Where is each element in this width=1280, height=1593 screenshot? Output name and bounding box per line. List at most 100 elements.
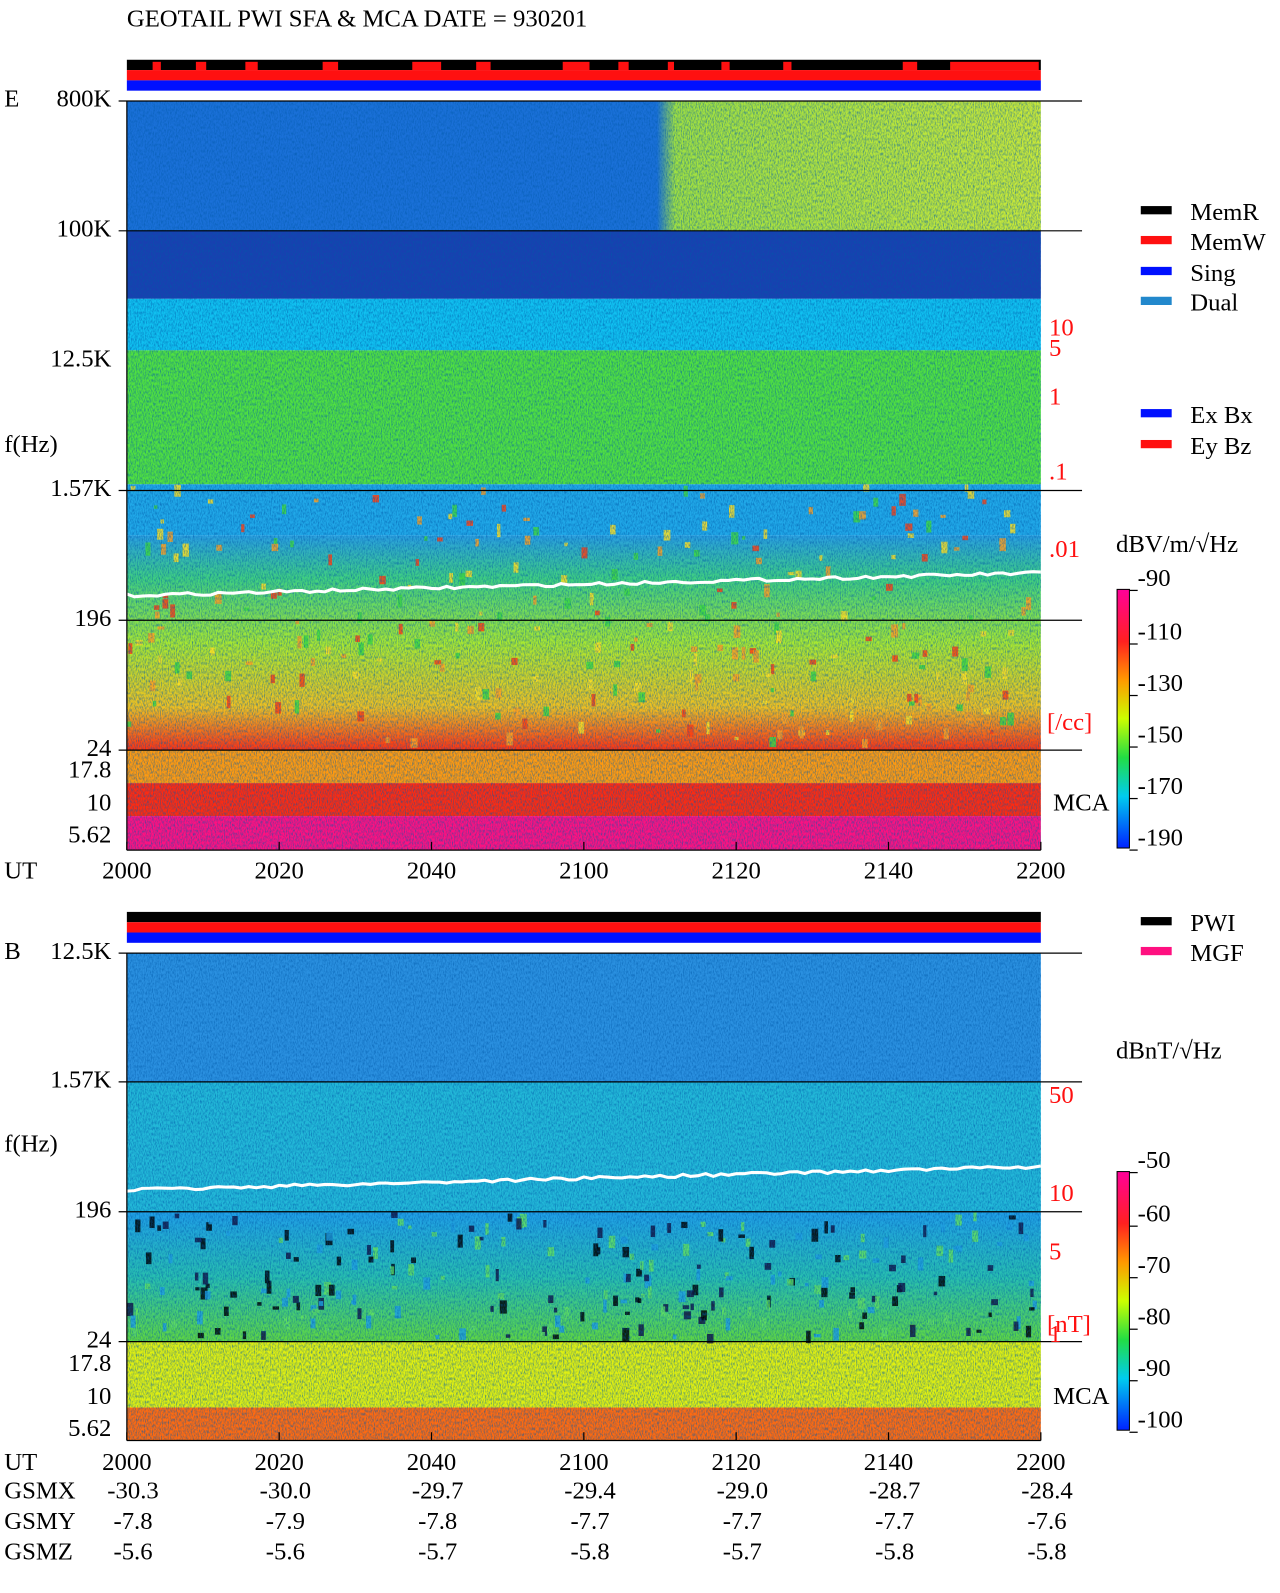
legend-label: Ey Bz [1190,433,1251,460]
orbit-value: -30.3 [107,1478,159,1505]
orbit-value: -7.6 [1027,1508,1066,1535]
freq-tick-label: 5.62 [68,1415,111,1442]
colorbar-tick-label: -80 [1138,1304,1171,1331]
orbit-value: -7.8 [418,1508,457,1535]
orbit-value: -5.8 [875,1539,914,1566]
density-tick-label: 1 [1049,1321,1061,1348]
legend-label: MGF [1190,940,1244,967]
density-tick-label: 10 [1049,1180,1074,1207]
freq-tick-label: 196 [74,1196,111,1223]
mca-label: MCA [1053,1383,1109,1410]
freq-tick-label: 24 [87,1326,112,1353]
time-tick-label: 2020 [254,1449,303,1476]
time-axis-label: UT [4,1449,37,1476]
legend-swatch [1140,235,1172,245]
freq-tick-label: 800K [56,86,111,113]
status-block [476,61,491,71]
orbit-value: -7.7 [875,1508,914,1535]
status-block [902,61,918,71]
freq-tick-label: 10 [87,1383,112,1410]
orbit-value: -29.4 [564,1478,616,1505]
legend-label: PWI [1190,910,1235,937]
colorbar-tick-label: -170 [1138,773,1183,800]
freq-tick-label: 24 [87,735,112,762]
time-tick-label: 2100 [559,1449,608,1476]
orbit-value: -29.0 [717,1478,768,1505]
colorbar-tick-label: -90 [1138,1355,1171,1382]
orbit-label: GSMZ [4,1539,73,1566]
time-tick-label: 2140 [864,857,913,884]
freq-tick-label: 12.5K [50,938,111,965]
plots: Ef(Hz)800K100K12.5K1.57K1962417.8105.621… [4,59,1266,1566]
colorbar-unit: dBV/m/√Hz [1116,531,1238,558]
freq-tick-label: 5.62 [68,821,111,848]
status-block [783,61,792,71]
density-tick-label: 1 [1049,383,1061,410]
freq-tick-label: 12.5K [50,345,111,372]
colorbar-tick-label: -110 [1138,618,1182,645]
orbit-value: -30.0 [260,1478,312,1505]
freq-tick-label: 196 [74,605,111,632]
noise [126,100,1041,851]
orbit-value: -7.9 [266,1508,305,1535]
y-axis-label: f(Hz) [4,431,58,458]
time-tick-label: 2040 [407,1449,456,1476]
legend-swatch [1140,206,1172,215]
density-line [126,1164,1042,1193]
time-tick-label: 2200 [1016,857,1065,884]
colorbar [1116,1171,1130,1431]
legend-label: MemW [1190,229,1266,256]
colorbar-tick-label: -100 [1138,1407,1183,1434]
freq-tick-label: 1.57K [50,1067,111,1094]
title: GEOTAIL PWI SFA & MCA DATE = 930201 [127,5,587,32]
time-tick-label: 2000 [102,857,151,884]
colorbar-tick-label: -190 [1138,824,1183,851]
legend-label: Sing [1190,260,1235,287]
legend-swatch [1140,439,1172,449]
legend-swatch [1140,266,1172,276]
colorbar-tick-label: -150 [1138,721,1183,748]
orbit-value: -28.7 [869,1478,921,1505]
panel-label: E [4,86,19,113]
time-tick-label: 2200 [1016,1449,1065,1476]
colorbar-tick-label: -130 [1138,670,1183,697]
density-tick-label: 10 [1049,314,1074,341]
freq-tick-label: 10 [87,789,112,816]
density-unit: [/cc] [1047,709,1092,736]
status-block [152,61,161,71]
status-bar [126,70,1041,81]
orbit-label: GSMX [4,1478,76,1505]
colorbar-tick-label: -60 [1138,1201,1171,1228]
legend-swatch [1140,946,1172,956]
density-tick-label: 5 [1049,1239,1061,1266]
orbit-label: GSMY [4,1508,76,1535]
time-tick-label: 2100 [559,857,608,884]
colorbar [1116,588,1130,849]
colorbar-tick-label: -90 [1138,565,1171,592]
orbit-value: -7.8 [113,1508,152,1535]
time-axis-label: UT [4,857,37,884]
density-line [126,570,1041,599]
status-bar [126,911,1041,923]
density-tick-label: .01 [1049,536,1080,563]
y-axis-label: f(Hz) [4,1130,58,1157]
status-bar [126,80,1041,91]
legend-swatch [1140,409,1172,418]
orbit-value: -5.6 [266,1539,305,1566]
colorbar-unit: dBnT/√Hz [1116,1038,1222,1065]
legend-label: MemR [1190,199,1259,226]
legend-label: Dual [1190,290,1238,317]
orbit-value: -29.7 [412,1478,463,1505]
freq-tick-label: 17.8 [68,1350,111,1377]
density-tick-label: 50 [1049,1082,1074,1109]
density-tick-label: .1 [1049,459,1068,486]
legend-swatch [1140,917,1172,926]
panel-label: B [4,938,21,965]
mca-label: MCA [1053,789,1109,816]
time-tick-label: 2140 [864,1449,913,1476]
orbit-value: -7.7 [570,1508,609,1535]
legend-swatch [1140,296,1172,305]
status-block [950,61,1039,71]
